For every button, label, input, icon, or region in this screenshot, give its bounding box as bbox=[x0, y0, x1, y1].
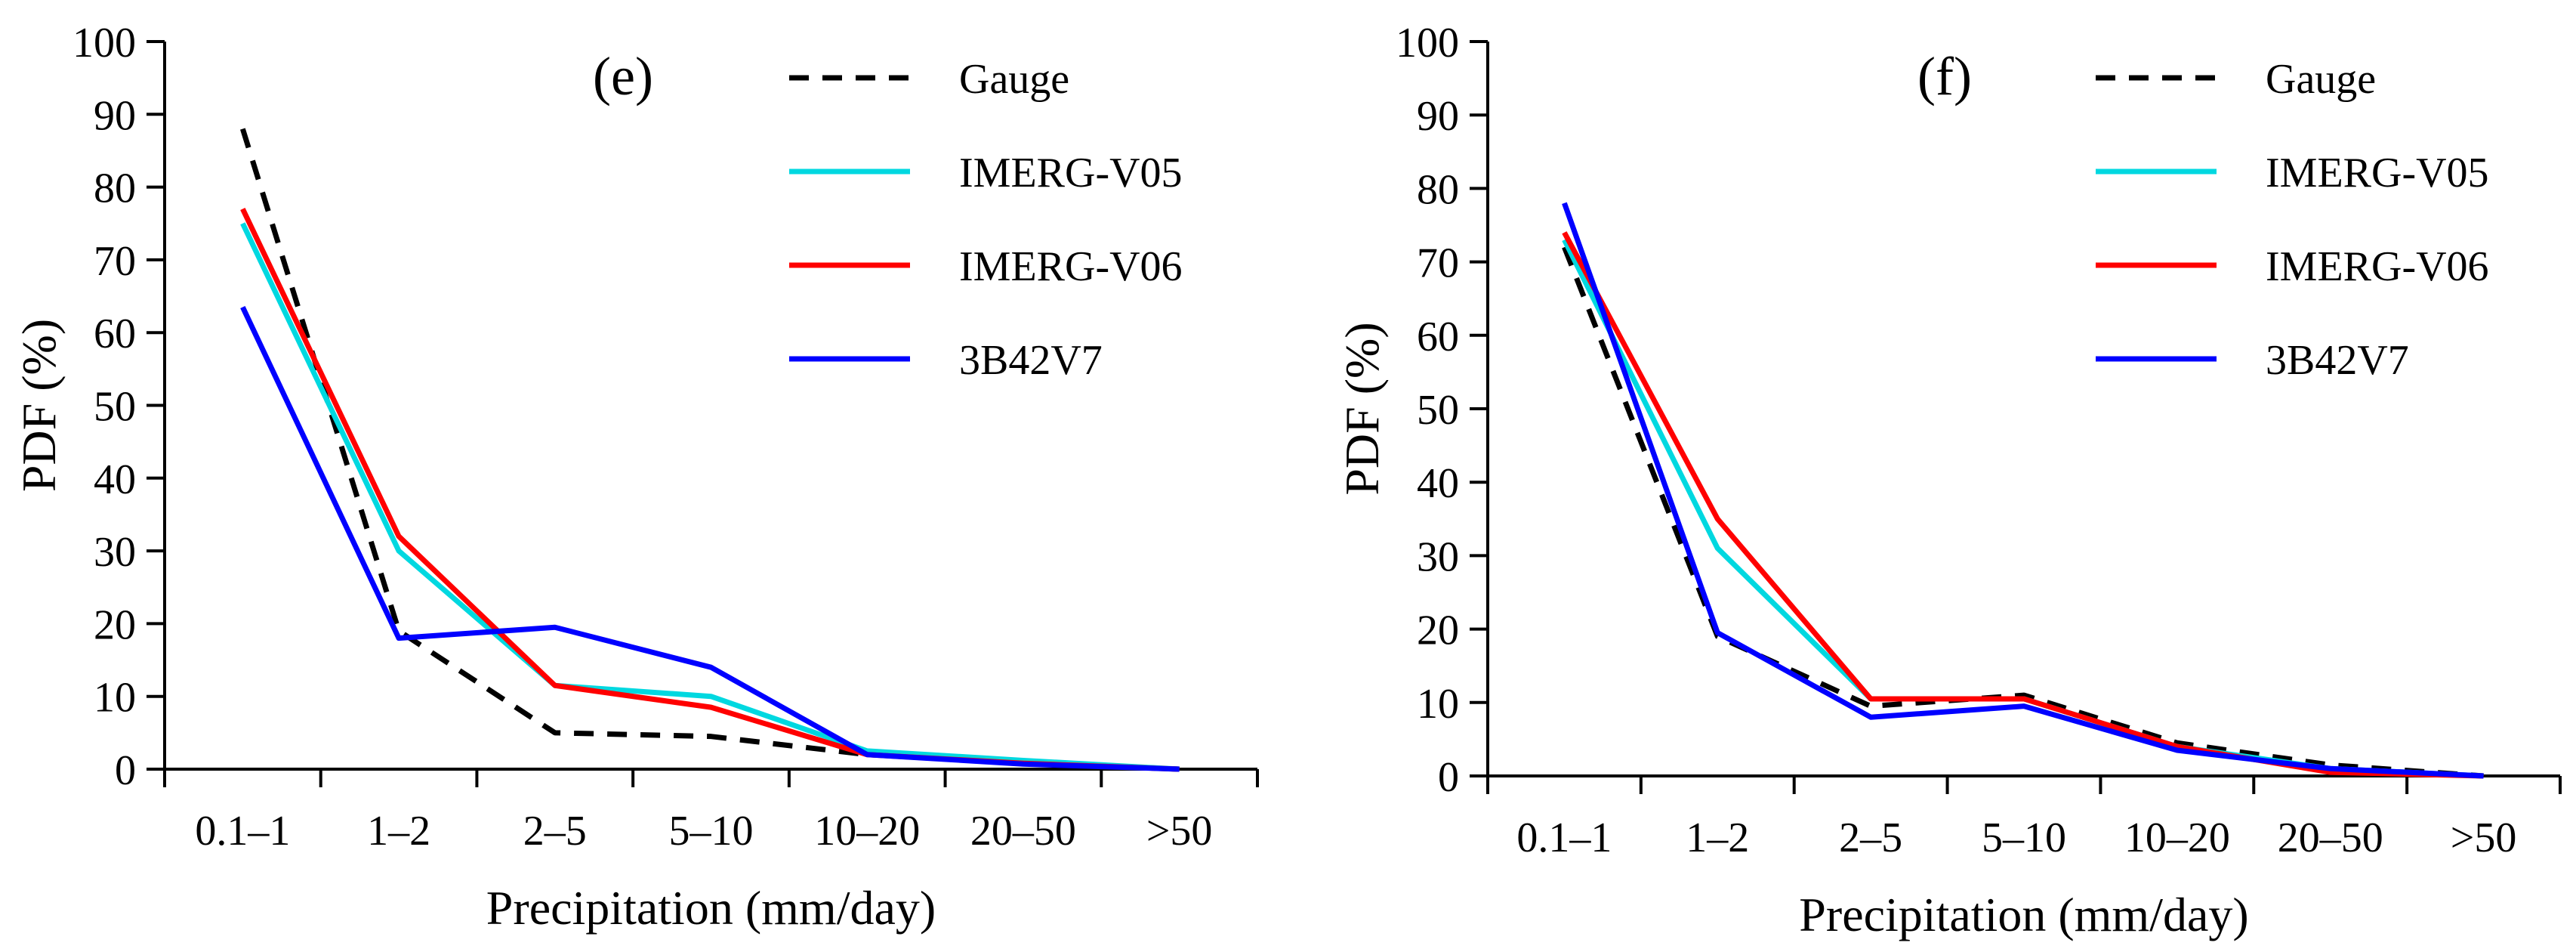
x-tick-label: 20–50 bbox=[970, 808, 1076, 855]
y-tick-label: 80 bbox=[1417, 166, 1459, 213]
x-tick-label: 10–20 bbox=[2124, 814, 2230, 861]
y-tick-label: 90 bbox=[1417, 93, 1459, 140]
series-line-gauge bbox=[240, 128, 1180, 772]
x-tick-label: 0.1–1 bbox=[195, 808, 290, 855]
y-tick-label: 100 bbox=[1396, 20, 1459, 66]
y-tick-label: 40 bbox=[94, 456, 136, 503]
y-tick-label: 30 bbox=[1417, 533, 1459, 580]
legend: Gauge IMERG-V05 IMERG-V06 3B42V7 bbox=[2096, 56, 2489, 384]
y-tick-label: 80 bbox=[94, 165, 136, 212]
legend-label-3b42v7: 3B42V7 bbox=[2266, 337, 2409, 384]
x-tick-label: 20–50 bbox=[2278, 814, 2383, 861]
legend-label-gauge: Gauge bbox=[959, 56, 1069, 103]
y-tick-label: 20 bbox=[1417, 607, 1459, 654]
legend-label-imerg-v06: IMERG-V06 bbox=[2266, 243, 2489, 290]
y-tick-label: 60 bbox=[1417, 314, 1459, 360]
legend-label-imerg-v06: IMERG-V06 bbox=[959, 243, 1183, 290]
y-tick-label: 50 bbox=[94, 384, 136, 431]
series-line-imerg-v06 bbox=[240, 207, 1180, 772]
x-tick-label: 0.1–1 bbox=[1516, 814, 1612, 861]
legend: Gauge IMERG-V05 IMERG-V06 3B42V7 bbox=[789, 56, 1183, 384]
x-tick-label: 2–5 bbox=[1839, 814, 1902, 861]
y-axis-title: PDF (%) bbox=[12, 319, 66, 492]
x-tick-label: 5–10 bbox=[1982, 814, 2066, 861]
x-axis-title: Precipitation (mm/day) bbox=[486, 881, 936, 935]
panel-label: (f) bbox=[1917, 46, 1972, 107]
y-tick-label: 100 bbox=[72, 20, 136, 66]
y-tick-label: 70 bbox=[94, 238, 136, 285]
series-line-imerg-v05 bbox=[240, 222, 1180, 772]
y-tick-label: 90 bbox=[94, 92, 136, 139]
y-axis-title: PDF (%) bbox=[1335, 322, 1389, 495]
y-tick-label: 60 bbox=[94, 311, 136, 357]
y-tick-label: 10 bbox=[1417, 681, 1459, 728]
legend-label-3b42v7: 3B42V7 bbox=[959, 337, 1103, 384]
x-tick-label: 1–2 bbox=[1686, 814, 1749, 861]
y-tick-label: 10 bbox=[94, 675, 136, 722]
x-tick-label: 2–5 bbox=[523, 808, 587, 855]
x-tick-label: >50 bbox=[2451, 814, 2517, 861]
x-axis-title: Precipitation (mm/day) bbox=[1799, 888, 2248, 941]
legend-label-imerg-v05: IMERG-V05 bbox=[2266, 150, 2489, 196]
x-tick-label: 10–20 bbox=[814, 808, 920, 855]
x-tick-label: 1–2 bbox=[367, 808, 430, 855]
y-tick-label: 20 bbox=[94, 601, 136, 648]
y-tick-label: 0 bbox=[115, 747, 136, 794]
y-tick-label: 70 bbox=[1417, 240, 1459, 287]
legend-label-gauge: Gauge bbox=[2266, 56, 2376, 103]
chart-panel-e: 0 10 20 30 40 50 60 70 80 90 100 0.1–1 1–2 2–5 5–10 10–… bbox=[12, 20, 1259, 935]
legend-label-imerg-v05: IMERG-V05 bbox=[959, 150, 1183, 196]
x-tick-label: 5–10 bbox=[669, 808, 754, 855]
x-tick-label: >50 bbox=[1146, 808, 1213, 855]
chart-panel-f: 0 10 20 30 40 50 60 70 80 90 100 0.1–1 1–2 2–5 5–10 10–… bbox=[1335, 20, 2562, 941]
y-tick-label: 40 bbox=[1417, 460, 1459, 507]
panel-label: (e) bbox=[593, 46, 653, 107]
y-tick-label: 0 bbox=[1438, 754, 1459, 801]
y-tick-label: 30 bbox=[94, 529, 136, 576]
y-tick-label: 50 bbox=[1417, 387, 1459, 434]
